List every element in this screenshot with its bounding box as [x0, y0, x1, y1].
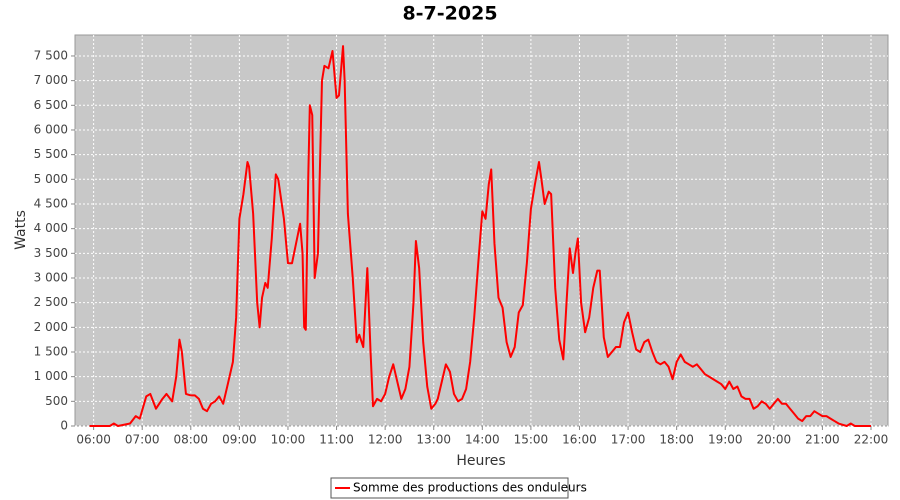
legend: Somme des productions des onduleurs	[330, 477, 587, 499]
x-tick-label: 18:00	[659, 433, 694, 447]
y-tick-label: 1 500	[34, 344, 68, 358]
x-tick-label: 09:00	[222, 433, 257, 447]
x-tick-label: 06:00	[76, 433, 111, 447]
y-tick-label: 4 000	[34, 221, 68, 235]
y-tick-label: 4 500	[34, 196, 68, 210]
y-tick-label: 7 500	[34, 48, 68, 62]
x-tick-label: 13:00	[416, 433, 451, 447]
y-tick-label: 5 000	[34, 172, 68, 186]
y-tick-label: 6 500	[34, 98, 68, 112]
y-tick-label: 3 000	[34, 270, 68, 284]
y-tick-label: 7 000	[34, 73, 68, 87]
x-tick-label: 07:00	[125, 433, 160, 447]
y-tick-label: 2 500	[34, 295, 68, 309]
x-tick-label: 20:00	[757, 433, 792, 447]
y-tick-label: 6 000	[34, 122, 68, 136]
y-tick-label: 2 000	[34, 320, 68, 334]
x-tick-label: 15:00	[514, 433, 549, 447]
x-tick-label: 17:00	[611, 433, 646, 447]
x-tick-label: 10:00	[271, 433, 306, 447]
y-tick-label: 3 500	[34, 246, 68, 260]
x-tick-label: 08:00	[173, 433, 208, 447]
x-tick-label: 19:00	[708, 433, 743, 447]
x-tick-label: 22:00	[854, 433, 889, 447]
x-tick-label: 16:00	[562, 433, 597, 447]
y-tick-label: 5 500	[34, 147, 68, 161]
y-tick-label: 1 000	[34, 369, 68, 383]
chart-title: 8-7-2025	[402, 3, 497, 25]
series-line	[89, 45, 871, 427]
x-tick-label: 11:00	[319, 433, 354, 447]
y-tick-label: 0	[60, 419, 68, 433]
legend-label: Somme des productions des onduleurs	[353, 481, 587, 495]
legend-box	[330, 477, 569, 499]
y-tick-label: 500	[45, 394, 68, 408]
x-tick-label: 14:00	[465, 433, 500, 447]
x-tick-label: 21:00	[805, 433, 840, 447]
x-tick-label: 12:00	[368, 433, 403, 447]
y-axis-label: Watts	[13, 210, 29, 250]
x-axis-label: Heures	[456, 453, 505, 469]
